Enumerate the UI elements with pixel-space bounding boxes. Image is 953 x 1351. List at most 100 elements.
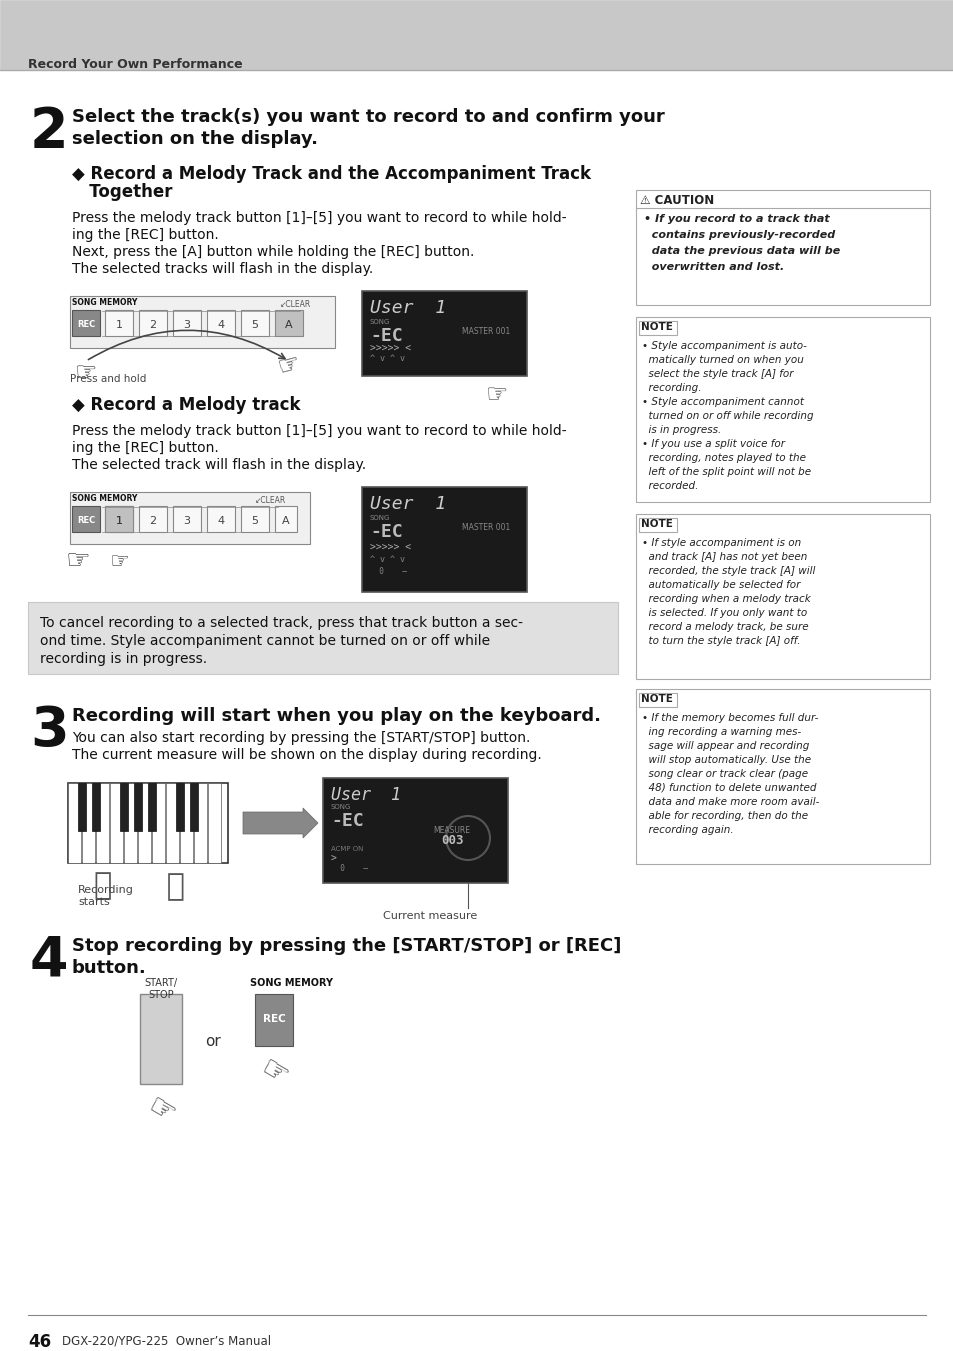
Text: matically turned on when you: matically turned on when you [641, 355, 803, 365]
FancyBboxPatch shape [140, 994, 182, 1084]
FancyBboxPatch shape [172, 309, 201, 336]
FancyBboxPatch shape [28, 603, 618, 674]
FancyBboxPatch shape [636, 513, 929, 680]
FancyBboxPatch shape [254, 994, 293, 1046]
Text: ACMP ON: ACMP ON [331, 846, 363, 852]
Text: recording again.: recording again. [641, 825, 733, 835]
Text: REC: REC [77, 516, 95, 526]
Text: MEASURE: MEASURE [433, 825, 470, 835]
FancyBboxPatch shape [208, 784, 221, 863]
Text: recording.: recording. [641, 382, 700, 393]
Text: turned on or off while recording: turned on or off while recording [641, 411, 813, 422]
Text: 1: 1 [115, 320, 122, 330]
FancyBboxPatch shape [636, 689, 929, 865]
Text: selection on the display.: selection on the display. [71, 130, 317, 149]
Text: Select the track(s) you want to record to and confirm your: Select the track(s) you want to record t… [71, 108, 664, 126]
FancyBboxPatch shape [71, 309, 100, 336]
FancyBboxPatch shape [78, 784, 86, 831]
FancyBboxPatch shape [361, 486, 526, 592]
Text: 2: 2 [150, 320, 156, 330]
Text: To cancel recording to a selected track, press that track button a sec-: To cancel recording to a selected track,… [40, 616, 522, 630]
Text: able for recording, then do the: able for recording, then do the [641, 811, 807, 821]
Text: recording is in progress.: recording is in progress. [40, 653, 207, 666]
Text: A: A [282, 516, 290, 526]
FancyBboxPatch shape [105, 309, 132, 336]
Text: Press and hold: Press and hold [70, 374, 146, 384]
Text: >: > [331, 854, 336, 865]
FancyBboxPatch shape [138, 784, 151, 863]
Text: 2: 2 [150, 516, 156, 526]
Text: • If you use a split voice for: • If you use a split voice for [641, 439, 784, 449]
Text: automatically be selected for: automatically be selected for [641, 580, 800, 590]
FancyBboxPatch shape [193, 784, 207, 863]
Text: -EC: -EC [331, 812, 363, 830]
Text: ◆ Record a Melody track: ◆ Record a Melody track [71, 396, 300, 413]
Text: 4: 4 [30, 934, 69, 988]
Text: ing the [REC] button.: ing the [REC] button. [71, 440, 218, 455]
FancyBboxPatch shape [636, 317, 929, 503]
Text: Recording
starts: Recording starts [78, 885, 133, 907]
Text: is in progress.: is in progress. [641, 426, 720, 435]
Text: Current measure: Current measure [382, 911, 476, 921]
Text: Recording will start when you play on the keyboard.: Recording will start when you play on th… [71, 707, 600, 725]
FancyBboxPatch shape [70, 492, 310, 544]
Text: User  1: User 1 [370, 494, 446, 513]
Text: >>>>> <: >>>>> < [370, 343, 411, 353]
Text: record a melody track, be sure: record a melody track, be sure [641, 621, 808, 632]
Text: User  1: User 1 [331, 786, 400, 804]
FancyBboxPatch shape [241, 309, 269, 336]
Text: 0    —: 0 — [370, 567, 407, 576]
Text: 1: 1 [115, 516, 122, 526]
Text: SONG: SONG [331, 804, 351, 811]
Text: left of the split point will not be: left of the split point will not be [641, 467, 810, 477]
Text: • If style accompaniment is on: • If style accompaniment is on [641, 538, 801, 549]
Text: User  1: User 1 [370, 299, 446, 317]
Text: The current measure will be shown on the display during recording.: The current measure will be shown on the… [71, 748, 541, 762]
Text: Press the melody track button [1]–[5] you want to record to while hold-: Press the melody track button [1]–[5] yo… [71, 211, 566, 226]
Text: • Style accompaniment is auto-: • Style accompaniment is auto- [641, 340, 806, 351]
Text: contains previously-recorded: contains previously-recorded [643, 230, 835, 240]
Text: 5: 5 [252, 320, 258, 330]
Text: recording, notes played to the: recording, notes played to the [641, 453, 805, 463]
Text: ↙CLEAR: ↙CLEAR [280, 300, 311, 309]
Text: recorded, the style track [A] will: recorded, the style track [A] will [641, 566, 815, 576]
Text: ^ v ^ v: ^ v ^ v [370, 354, 405, 363]
Text: A: A [285, 320, 293, 330]
Text: ☞: ☞ [142, 1092, 180, 1131]
FancyBboxPatch shape [68, 784, 81, 863]
Text: ☞: ☞ [274, 351, 303, 380]
Text: • Style accompaniment cannot: • Style accompaniment cannot [641, 397, 803, 407]
FancyBboxPatch shape [0, 0, 953, 70]
Text: ☞: ☞ [485, 382, 508, 407]
FancyBboxPatch shape [274, 309, 303, 336]
FancyBboxPatch shape [148, 784, 156, 831]
Text: SONG MEMORY: SONG MEMORY [250, 978, 333, 988]
Text: SONG MEMORY: SONG MEMORY [71, 299, 137, 307]
Text: 🖐: 🖐 [93, 871, 112, 900]
Text: You can also start recording by pressing the [START/STOP] button.: You can also start recording by pressing… [71, 731, 530, 744]
FancyBboxPatch shape [207, 309, 234, 336]
FancyBboxPatch shape [636, 190, 929, 305]
FancyBboxPatch shape [175, 784, 184, 831]
FancyBboxPatch shape [68, 784, 228, 863]
FancyBboxPatch shape [133, 784, 142, 831]
Text: 5: 5 [252, 516, 258, 526]
Text: START/
STOP: START/ STOP [144, 978, 177, 1000]
Text: DGX-220/YPG-225  Owner’s Manual: DGX-220/YPG-225 Owner’s Manual [62, 1333, 271, 1347]
Text: song clear or track clear (page: song clear or track clear (page [641, 769, 807, 780]
Text: 48) function to delete unwanted: 48) function to delete unwanted [641, 784, 816, 793]
Text: >>>>> <: >>>>> < [370, 542, 411, 553]
FancyBboxPatch shape [323, 778, 507, 884]
Text: 46: 46 [28, 1333, 51, 1351]
Text: • If you record to a track that: • If you record to a track that [643, 213, 829, 224]
FancyBboxPatch shape [139, 507, 167, 532]
Text: 1: 1 [115, 516, 122, 526]
Text: -EC: -EC [370, 327, 402, 345]
Text: NOTE: NOTE [640, 519, 672, 530]
FancyBboxPatch shape [110, 784, 123, 863]
Text: recording when a melody track: recording when a melody track [641, 594, 810, 604]
Text: ☞: ☞ [109, 553, 129, 571]
Text: ⚠ CAUTION: ⚠ CAUTION [639, 195, 714, 207]
Text: NOTE: NOTE [640, 694, 672, 704]
Text: -EC: -EC [370, 523, 402, 540]
